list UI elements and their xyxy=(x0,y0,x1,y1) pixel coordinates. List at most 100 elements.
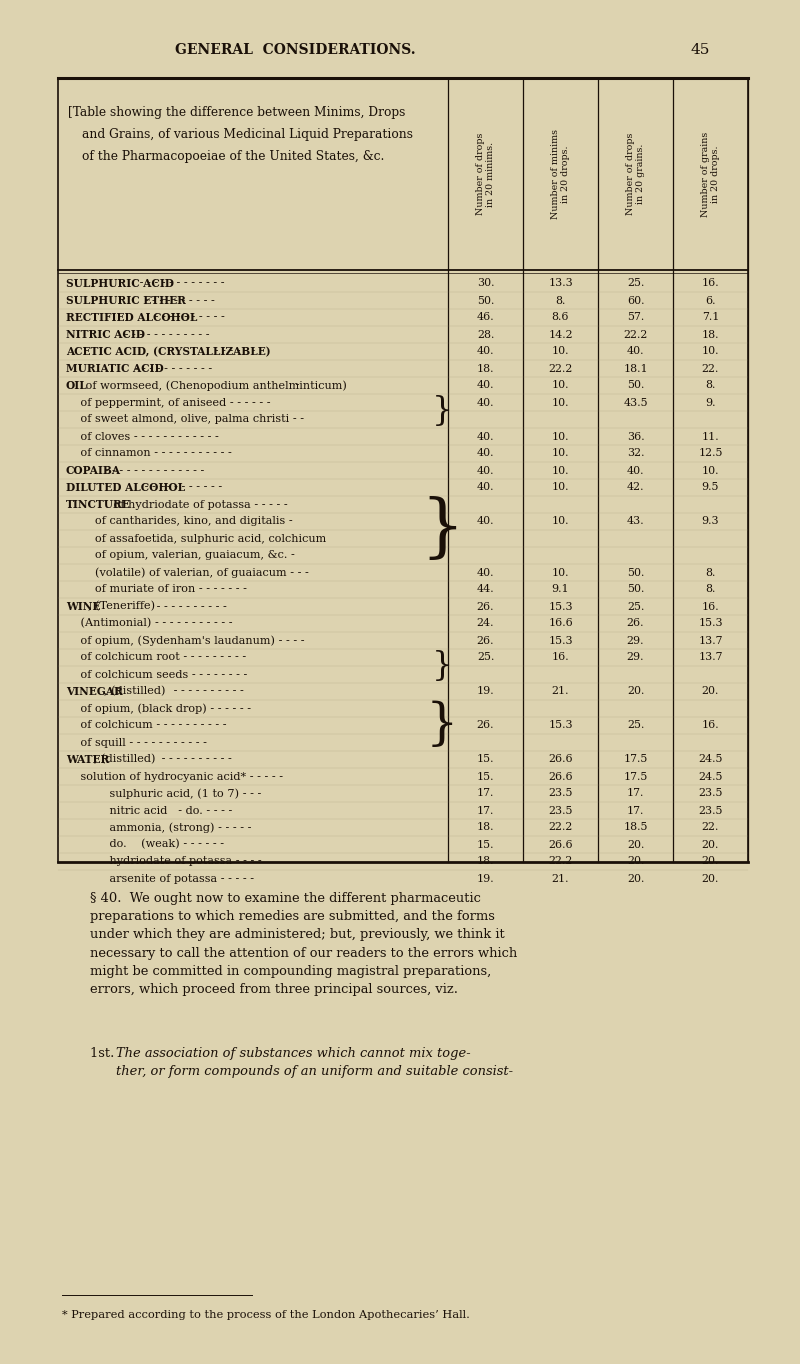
Text: 17.: 17. xyxy=(627,788,644,798)
Text: 40.: 40. xyxy=(477,397,494,408)
Text: - - - - - - - - - - - -: - - - - - - - - - - - - xyxy=(121,330,210,340)
Text: 40.: 40. xyxy=(477,346,494,356)
Text: 26.: 26. xyxy=(626,618,644,629)
Text: 15.3: 15.3 xyxy=(548,720,573,731)
Text: of cinnamon - - - - - - - - - - -: of cinnamon - - - - - - - - - - - xyxy=(66,449,232,458)
Text: 10.: 10. xyxy=(552,397,570,408)
Text: - - - - - - - - - - -: - - - - - - - - - - - xyxy=(131,363,212,374)
Text: 29.: 29. xyxy=(626,636,644,645)
Text: 42.: 42. xyxy=(626,483,644,492)
Text: 9.1: 9.1 xyxy=(552,585,570,595)
Text: Number of minims
in 20 drops.: Number of minims in 20 drops. xyxy=(550,130,570,220)
Text: , (distilled): , (distilled) xyxy=(105,686,166,697)
Text: - - - - - - - - - -: - - - - - - - - - - xyxy=(158,754,232,764)
Text: nitric acid   - do. - - - -: nitric acid - do. - - - - xyxy=(66,806,232,816)
Text: of squill - - - - - - - - - - -: of squill - - - - - - - - - - - xyxy=(66,738,207,747)
Text: of wormseed, (Chenopodium anthelminticum): of wormseed, (Chenopodium anthelminticum… xyxy=(82,381,347,390)
Text: 10.: 10. xyxy=(552,483,570,492)
Text: 15.: 15. xyxy=(477,839,494,850)
Text: 10.: 10. xyxy=(552,567,570,577)
Text: -: - xyxy=(293,381,300,390)
Text: 24.: 24. xyxy=(477,618,494,629)
Text: of opium, (black drop) - - - - - -: of opium, (black drop) - - - - - - xyxy=(66,704,251,713)
Text: 16.: 16. xyxy=(552,652,570,663)
Text: of sweet almond, olive, palma christi - -: of sweet almond, olive, palma christi - … xyxy=(66,415,304,424)
Text: - - - - - - - - - -: - - - - - - - - - - xyxy=(153,602,226,611)
Text: 16.: 16. xyxy=(702,602,719,611)
Text: 22.2: 22.2 xyxy=(548,822,573,832)
Text: SULPHURIC ACID: SULPHURIC ACID xyxy=(66,278,174,289)
Text: 22.2: 22.2 xyxy=(623,330,648,340)
Text: Number of drops
in 20 grains.: Number of drops in 20 grains. xyxy=(626,132,646,216)
Text: (volatile) of valerian, of guaiacum - - -: (volatile) of valerian, of guaiacum - - … xyxy=(66,567,309,578)
Text: 10.: 10. xyxy=(552,431,570,442)
Text: - - - - - - - - - - - - - -: - - - - - - - - - - - - - - xyxy=(101,465,204,476)
Text: do.    (weak) - - - - - -: do. (weak) - - - - - - xyxy=(66,839,224,850)
Text: 20.: 20. xyxy=(627,873,644,884)
Text: 25.: 25. xyxy=(627,278,644,289)
Text: 18.5: 18.5 xyxy=(623,822,648,832)
Text: 40.: 40. xyxy=(477,449,494,458)
Text: 40.: 40. xyxy=(477,567,494,577)
Text: , (Teneriffe): , (Teneriffe) xyxy=(88,602,155,611)
Text: - - - - - - - - - - - -: - - - - - - - - - - - - xyxy=(136,278,225,289)
Text: 18.1: 18.1 xyxy=(623,363,648,374)
Text: 20.: 20. xyxy=(702,839,719,850)
Text: ammonia, (strong) - - - - -: ammonia, (strong) - - - - - xyxy=(66,822,251,833)
Text: 24.5: 24.5 xyxy=(698,772,722,782)
Text: 40.: 40. xyxy=(626,465,644,476)
Text: 43.: 43. xyxy=(626,517,644,527)
Text: of colchicum seeds - - - - - - - -: of colchicum seeds - - - - - - - - xyxy=(66,670,247,679)
Text: 15.3: 15.3 xyxy=(698,618,723,629)
Text: 9.5: 9.5 xyxy=(702,483,719,492)
Text: 9.3: 9.3 xyxy=(702,517,719,527)
Text: 17.: 17. xyxy=(477,788,494,798)
Text: 46.: 46. xyxy=(477,312,494,322)
Text: 10.: 10. xyxy=(552,465,570,476)
Text: 17.5: 17.5 xyxy=(623,754,648,764)
Text: 8.: 8. xyxy=(706,567,716,577)
Text: 25.: 25. xyxy=(627,720,644,731)
Text: § 40.  We ought now to examine the different pharmaceutic
preparations to which : § 40. We ought now to examine the differ… xyxy=(90,892,518,996)
Text: NITRIC ACID: NITRIC ACID xyxy=(66,329,145,340)
Text: 11.: 11. xyxy=(702,431,719,442)
Text: arsenite of potassa - - - - -: arsenite of potassa - - - - - xyxy=(66,873,254,884)
Text: SULPHURIC ETHER: SULPHURIC ETHER xyxy=(66,295,186,306)
Text: of hydriodate of potassa - - - - -: of hydriodate of potassa - - - - - xyxy=(110,499,288,510)
Text: 25.: 25. xyxy=(627,602,644,611)
Text: 26.6: 26.6 xyxy=(548,772,573,782)
Text: 15.: 15. xyxy=(477,772,494,782)
Text: of assafoetida, sulphuric acid, colchicum: of assafoetida, sulphuric acid, colchicu… xyxy=(66,533,326,543)
Text: 13.3: 13.3 xyxy=(548,278,573,289)
Text: 40.: 40. xyxy=(477,465,494,476)
Text: 20.: 20. xyxy=(702,686,719,697)
Text: 1st.: 1st. xyxy=(90,1048,122,1060)
Text: 23.5: 23.5 xyxy=(698,788,722,798)
Text: solution of hydrocyanic acid* - - - - -: solution of hydrocyanic acid* - - - - - xyxy=(66,772,283,782)
Text: 20.: 20. xyxy=(702,873,719,884)
Text: 20.: 20. xyxy=(627,686,644,697)
Text: 26.6: 26.6 xyxy=(548,754,573,764)
Text: 22.2: 22.2 xyxy=(548,363,573,374)
Text: - - - - - - - - - - -: - - - - - - - - - - - xyxy=(141,483,222,492)
Text: 22.: 22. xyxy=(702,363,719,374)
Text: OIL: OIL xyxy=(66,381,88,391)
Text: 26.: 26. xyxy=(477,636,494,645)
Text: 50.: 50. xyxy=(627,567,644,577)
Text: 10.: 10. xyxy=(552,346,570,356)
Text: 28.: 28. xyxy=(477,330,494,340)
Text: - - - - - - - - - -: - - - - - - - - - - xyxy=(170,686,243,697)
Text: 8.: 8. xyxy=(706,381,716,390)
Text: 18.: 18. xyxy=(477,363,494,374)
Text: 16.: 16. xyxy=(702,278,719,289)
Text: - - - - - - - - - -: - - - - - - - - - - xyxy=(151,312,225,322)
Text: 7.1: 7.1 xyxy=(702,312,719,322)
Text: 40.: 40. xyxy=(626,346,644,356)
Text: of cantharides, kino, and digitalis -: of cantharides, kino, and digitalis - xyxy=(66,517,293,527)
Text: 44.: 44. xyxy=(477,585,494,595)
Text: 20.: 20. xyxy=(627,839,644,850)
Text: hydriodate of potassa - - - -: hydriodate of potassa - - - - xyxy=(66,857,262,866)
Text: DILUTED ALCOHOL: DILUTED ALCOHOL xyxy=(66,481,185,492)
Text: of colchicum - - - - - - - - - -: of colchicum - - - - - - - - - - xyxy=(66,720,226,731)
Text: 13.7: 13.7 xyxy=(698,636,722,645)
